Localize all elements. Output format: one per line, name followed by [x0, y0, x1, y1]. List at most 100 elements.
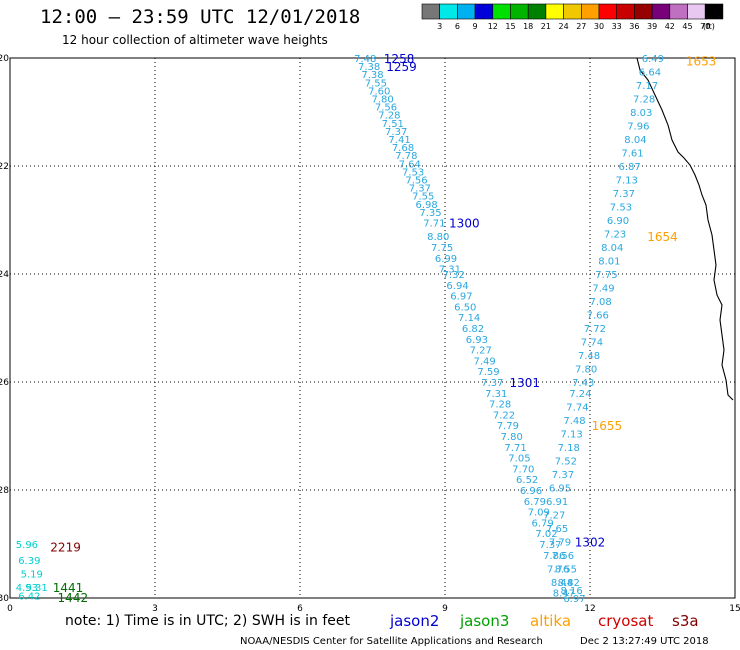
- colorbar-swatch: [687, 3, 706, 20]
- swh-value-label: 5.96: [16, 540, 38, 551]
- swh-value-label: 7.49: [474, 356, 496, 367]
- colorbar-swatch: [457, 3, 476, 20]
- swh-value-label: 7.80: [372, 95, 394, 106]
- swh-value-label: 7.66: [587, 311, 609, 322]
- colorbar-tick-label: 12: [488, 22, 498, 31]
- swh-value-label: 7.70: [512, 464, 534, 475]
- swh-value-label: 7.75: [431, 243, 453, 254]
- swh-value-label: 6.96: [520, 486, 542, 497]
- pass-time-label: 1442: [58, 591, 89, 605]
- footer-credit: NOAA/NESDIS Center for Satellite Applica…: [240, 636, 543, 647]
- swh-value-label: 8.03: [630, 108, 652, 119]
- colorbar-tick-label: 21: [541, 22, 551, 31]
- swh-value-label: 7.28: [633, 95, 655, 106]
- swh-value-label: 7.80: [575, 365, 597, 376]
- colorbar-unit: (ft): [703, 22, 715, 31]
- legend-item: s3a: [672, 612, 699, 630]
- colorbar-tick-label: 33: [612, 22, 622, 31]
- swh-value-label: 7.71: [504, 443, 526, 454]
- swh-value-label: 7.27: [470, 346, 492, 357]
- swh-value-label: 6.98: [416, 200, 438, 211]
- swh-value-label: 7.08: [590, 297, 612, 308]
- swh-value-label: 6.79: [532, 518, 554, 529]
- swh-value-label: 7.78: [395, 151, 417, 162]
- swh-value-label: 7.79: [497, 421, 519, 432]
- swh-value-label: 7.71: [423, 219, 445, 230]
- swh-value-label: 7.37: [613, 189, 635, 200]
- x-tick-label: 6: [297, 604, 303, 614]
- pass-time-label: 1441: [53, 581, 84, 595]
- swh-value-label: 6.90: [607, 216, 629, 227]
- swh-value-label: 8.82: [558, 578, 580, 589]
- swh-value-label: 8.47: [553, 589, 575, 600]
- colorbar-swatch: [651, 3, 671, 20]
- swh-value-label: 8.80: [427, 232, 449, 243]
- swh-value-label: 7.32: [443, 270, 465, 281]
- swh-value-label: 7.80: [501, 432, 523, 443]
- swh-value-label: 6.93: [466, 335, 488, 346]
- data-marks: 7.487.387.387.557.607.807.567.287.517.37…: [16, 54, 664, 605]
- swh-value-label: 7.38: [358, 62, 380, 73]
- swh-value-label: 7.35: [419, 208, 441, 219]
- colorbar-swatch: [527, 3, 547, 20]
- swh-value-label: 7.51: [382, 119, 404, 130]
- swh-value-label: 7.56: [552, 551, 574, 562]
- pass-time-label: 1258: [384, 52, 415, 66]
- y-tick-label: -26: [0, 378, 9, 388]
- axis-ticks: 0 3 6 9 12 15 -20 -22 -24 -26 -28 -30: [0, 54, 740, 614]
- swh-value-label: 6.97: [450, 292, 472, 303]
- colorbar-tick-label: 42: [665, 22, 675, 31]
- swh-value-label: 7.56: [375, 103, 397, 114]
- chart-title: 12:00 — 23:59 UTC 12/01/2018: [40, 6, 361, 28]
- colorbar-tick-label: 9: [473, 22, 478, 31]
- colorbar-tick-label: 15: [505, 22, 515, 31]
- colorbar-tick-label: 6: [455, 22, 460, 31]
- colorbar-swatch: [704, 3, 724, 20]
- pass-time-label: 2219: [50, 541, 81, 555]
- swh-value-label: 7.74: [566, 402, 588, 413]
- swh-value-label: 6.64: [639, 68, 661, 79]
- swh-value-label: 7.13: [616, 176, 638, 187]
- swh-value-label: 6.87: [619, 162, 641, 173]
- swh-value-label: 7.23: [604, 230, 626, 241]
- swh-value-label: 7.02: [535, 529, 557, 540]
- colorbar-swatch: [439, 3, 458, 20]
- swh-value-label: 7.37: [552, 470, 574, 481]
- swh-value-label: 7.31: [485, 389, 507, 400]
- swh-value-label: 7.74: [581, 338, 603, 349]
- swh-value-label: 7.37: [385, 127, 407, 138]
- x-tick-label: 3: [152, 604, 158, 614]
- swh-value-label: 7.76: [547, 564, 569, 575]
- swh-value-label: 7.56: [405, 176, 427, 187]
- colorbar-swatch: [616, 3, 635, 20]
- swh-value-label: 8.16: [561, 586, 583, 597]
- swh-value-label: 6.99: [435, 254, 457, 265]
- swh-value-label: 4.93: [16, 583, 38, 594]
- swh-value-label: 6.94: [446, 281, 468, 292]
- y-tick-label: -20: [0, 54, 9, 64]
- colorbar-tick-label: 27: [576, 22, 586, 31]
- swh-value-label: 7.17: [636, 81, 658, 92]
- legend-item: altika: [530, 612, 571, 630]
- swh-value-label: 8.55: [555, 564, 577, 575]
- colorbar-swatch: [510, 3, 529, 20]
- colorbar-tick-label: 18: [523, 22, 533, 31]
- swh-value-label: 6.79: [524, 497, 546, 508]
- colorbar-swatch: [545, 3, 564, 20]
- swh-value-label: 7.27: [543, 510, 565, 521]
- swh-value-label: 6.49: [642, 54, 664, 65]
- swh-value-label: 7.37: [481, 378, 503, 389]
- swh-value-label: 7.64: [399, 159, 421, 170]
- swh-value-label: 6.39: [18, 556, 40, 567]
- legend: jason2 jason3 altika cryosat s3a: [389, 612, 699, 630]
- swh-value-label: 8.04: [601, 243, 623, 254]
- swh-value-label: 7.13: [561, 429, 583, 440]
- colorbar-swatch: [563, 3, 582, 20]
- coastline-line: [636, 57, 734, 401]
- swh-value-label: 7.14: [458, 313, 480, 324]
- swh-value-label: 7.48: [578, 351, 600, 362]
- swh-value-label: 7.96: [627, 122, 649, 133]
- x-tick-label: 0: [7, 604, 13, 614]
